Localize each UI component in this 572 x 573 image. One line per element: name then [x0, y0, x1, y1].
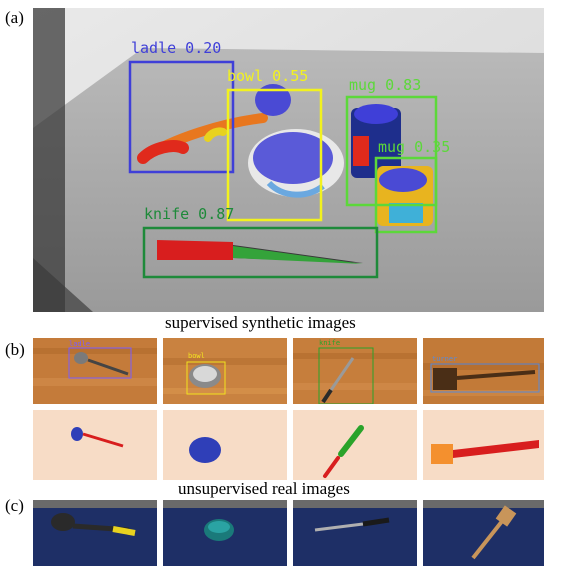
synthetic-tile-bowl: bowl	[163, 338, 287, 404]
synthetic-tile-turner: turner	[423, 338, 544, 404]
synthetic-label-ladle: ladle	[69, 340, 91, 348]
detection-label-ladle: ladle 0.20	[131, 39, 222, 57]
synthetic-tile-ladle: ladle	[33, 338, 157, 404]
mask-tile-turner	[423, 410, 544, 480]
mask-tile-knife	[293, 410, 417, 480]
synthetic-label-bowl: bowl	[188, 352, 205, 360]
panel-label-c: (c)	[5, 496, 24, 515]
caption-supervised: supervised synthetic images	[165, 313, 356, 332]
synthetic-tile-knife: knife	[293, 338, 417, 404]
real-tile-bowl	[163, 500, 287, 566]
main-detection-image: ladle 0.20 bowl 0.55 mug 0.83 mug 0.35 k…	[33, 8, 544, 312]
synthetic-label-turner: turner	[432, 355, 458, 363]
synthetic-label-knife: knife	[319, 339, 341, 347]
real-tile-knife	[293, 500, 417, 566]
detection-label-mug-1: mug 0.83	[349, 76, 422, 94]
mask-tile-bowl	[163, 410, 287, 480]
detection-label-mug-2: mug 0.35	[378, 138, 451, 156]
detection-label-bowl: bowl 0.55	[227, 67, 309, 85]
panel-label-b: (b)	[5, 340, 25, 359]
detection-label-knife: knife 0.87	[144, 205, 235, 223]
panel-label-a: (a)	[5, 8, 24, 27]
real-tile-ladle	[33, 500, 157, 566]
real-tile-turner	[423, 500, 544, 566]
mask-tile-ladle	[33, 410, 157, 480]
caption-unsupervised: unsupervised real images	[178, 479, 350, 498]
